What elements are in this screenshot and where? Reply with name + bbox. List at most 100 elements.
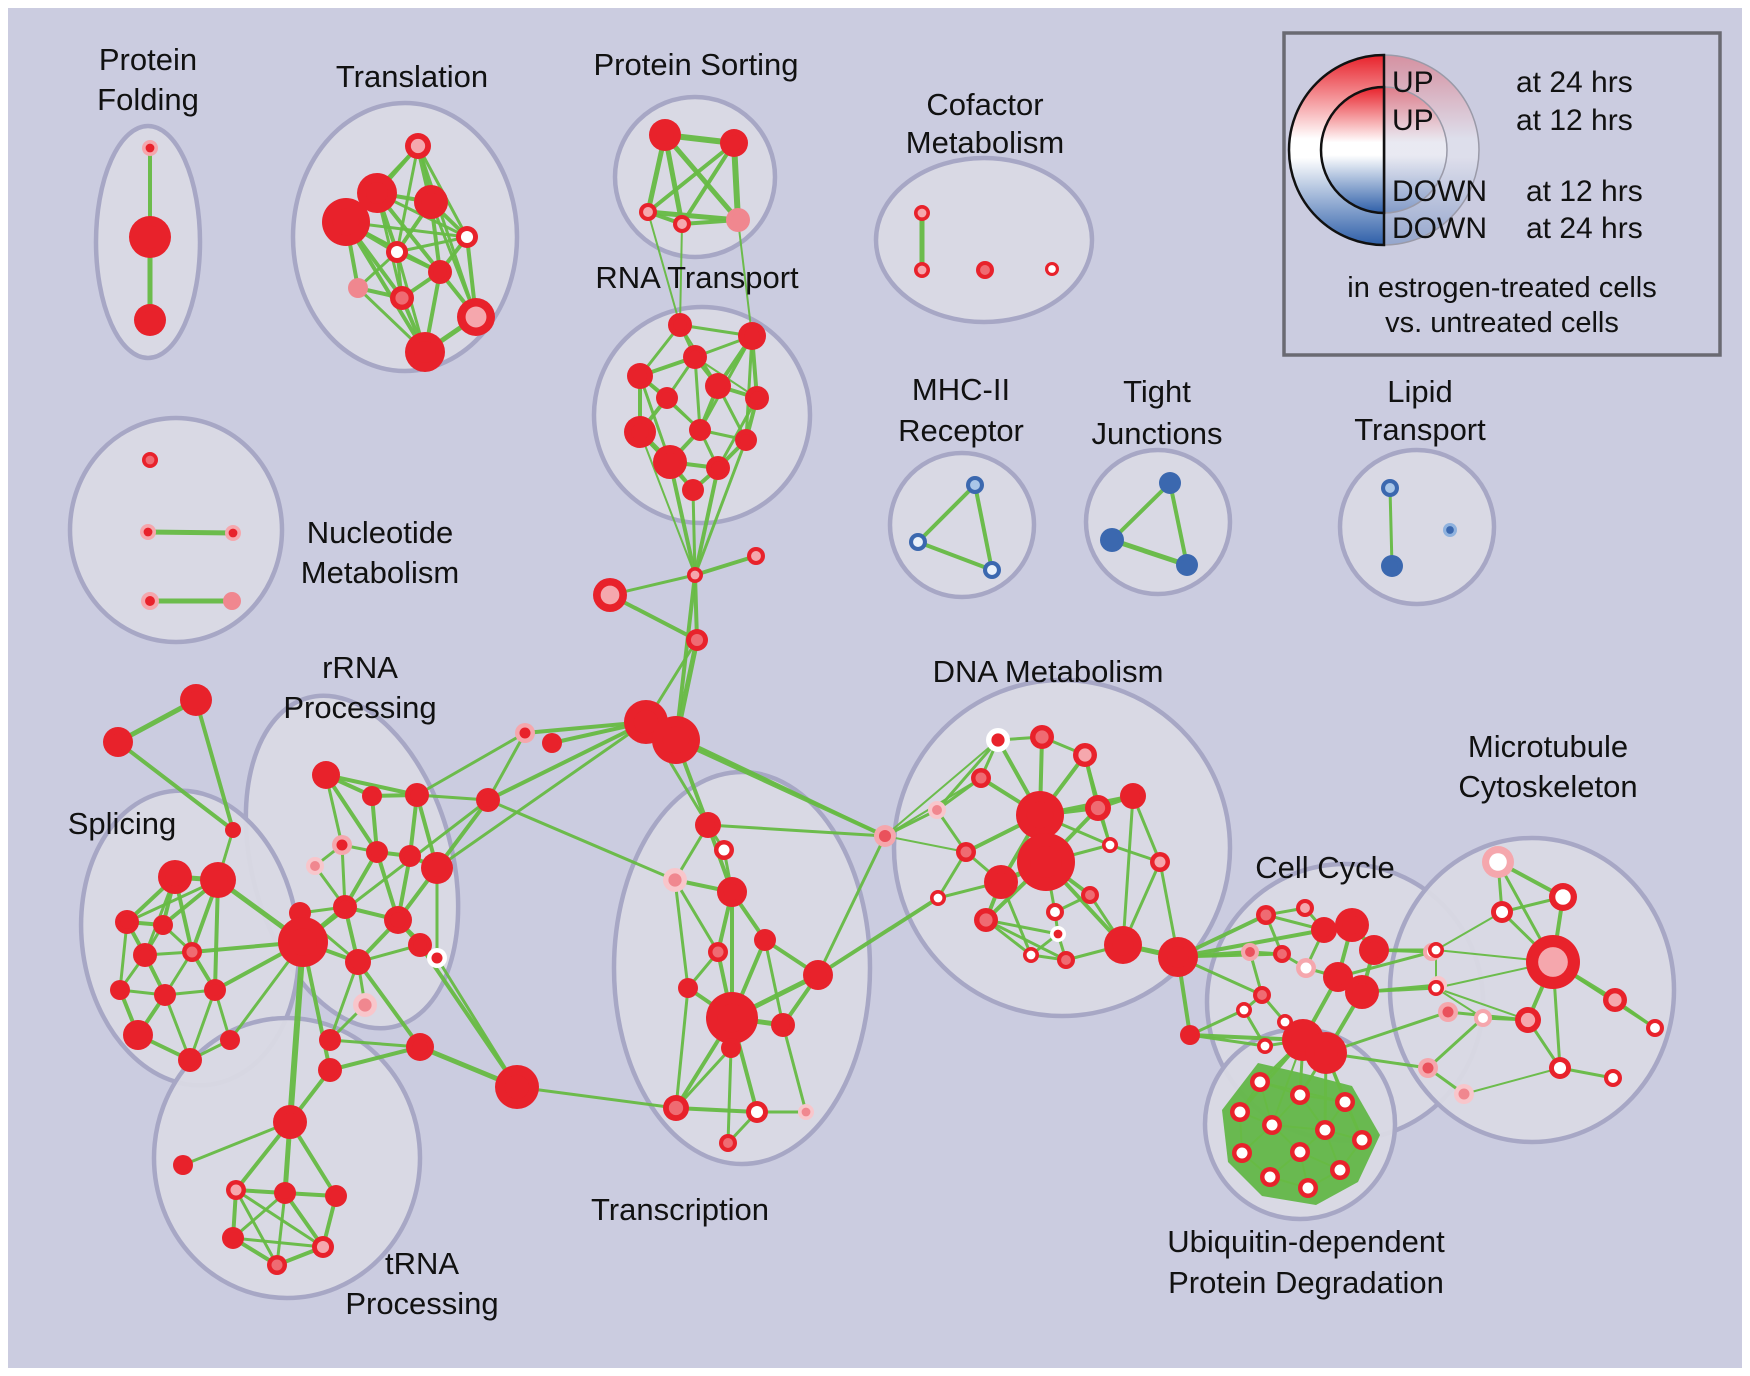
edge-P1-TX7	[816, 834, 887, 977]
edge-RT9-J1	[693, 438, 748, 577]
node-core-12h	[987, 565, 997, 575]
edge-TX4-TX9	[763, 938, 785, 1027]
cluster-label-trna-processing-line2: Processing	[345, 1286, 498, 1321]
cluster-label-lipid-transport-line2: Transport	[1354, 412, 1486, 447]
network-node-MT1	[1549, 883, 1577, 911]
node-core-12h	[1339, 1096, 1351, 1108]
node-core-12h	[991, 733, 1005, 747]
network-node-NM3	[141, 592, 159, 610]
cluster-label-ubiquitin-degradation-line2: Protein Degradation	[1168, 1265, 1444, 1300]
node-core-12h	[410, 138, 426, 154]
network-node-RR3	[332, 835, 352, 855]
network-node-N6	[312, 1236, 334, 1258]
node-core-12h	[186, 946, 198, 958]
node-core-12h	[1266, 1119, 1278, 1131]
network-node-CC9	[1345, 975, 1379, 1009]
node-core-12h	[1125, 788, 1141, 804]
node-core-12h	[183, 1053, 197, 1067]
network-node-UB8	[1232, 1143, 1252, 1163]
network-node-PS3	[673, 215, 691, 233]
network-node-DM13	[930, 890, 946, 906]
node-core-12h	[187, 691, 205, 709]
network-node-MT3	[1428, 942, 1444, 958]
network-node-SP6	[110, 980, 130, 1000]
node-core-12h	[1035, 730, 1049, 744]
network-node-SP10	[178, 1048, 202, 1072]
node-core-12h	[662, 726, 690, 754]
network-node-DM8	[1017, 833, 1075, 891]
node-core-12h	[1489, 853, 1507, 871]
edge-RT10-J1	[668, 460, 697, 577]
node-core-12h	[1245, 947, 1255, 957]
network-node-SP7	[154, 984, 176, 1006]
network-node-NM1	[140, 524, 156, 540]
network-node-DM14	[974, 908, 998, 932]
network-node-NM4	[223, 592, 241, 610]
network-node-LT1	[1381, 555, 1403, 577]
node-core-12h	[460, 230, 474, 244]
network-node-NM2	[225, 525, 241, 541]
node-core-12h	[138, 948, 152, 962]
network-node-CF0	[914, 205, 930, 221]
node-core-12h	[403, 849, 417, 863]
node-core-12h	[1608, 1073, 1618, 1083]
node-core-12h	[370, 845, 384, 859]
network-node-DM9	[956, 842, 976, 862]
network-node-TR7	[348, 278, 368, 298]
cluster-label-rrna-processing-line2: Processing	[283, 690, 436, 725]
cluster-boundary-lipid-transport	[1337, 447, 1497, 607]
network-node-TX8	[706, 992, 758, 1044]
network-node-MT6	[1603, 988, 1627, 1012]
node-core-12h	[723, 1138, 733, 1148]
edge-X2-RR2	[415, 731, 527, 797]
network-node-RT4	[705, 373, 731, 399]
node-core-12h	[633, 709, 659, 735]
node-core-12h	[686, 483, 700, 497]
node-core-12h	[673, 318, 687, 332]
cluster-label-dna-metabolism-line1: DNA Metabolism	[933, 654, 1164, 689]
legend-caption-line2: vs. untreated cells	[1385, 307, 1619, 339]
node-core-12h	[230, 1184, 242, 1196]
cluster-label-rna-transport-line1: RNA Transport	[595, 260, 799, 295]
legend-direction-2: UP	[1392, 104, 1434, 137]
network-node-TR6	[428, 260, 452, 284]
legend-direction-4: DOWN	[1392, 212, 1487, 245]
cluster-boundary-protein-sorting	[612, 94, 778, 260]
node-core-12h	[1280, 1017, 1290, 1027]
node-core-12h	[366, 790, 378, 802]
node-core-12h	[682, 982, 694, 994]
node-core-12h	[1302, 1182, 1314, 1194]
network-node-TR2	[322, 198, 370, 246]
node-core-12h	[1334, 1164, 1346, 1176]
node-core-12h	[271, 1259, 283, 1271]
network-node-SP3	[153, 915, 173, 935]
network-node-TX3	[717, 877, 747, 907]
node-core-12h	[1154, 856, 1166, 868]
network-node-RR9	[384, 906, 412, 934]
network-node-CCr4	[1418, 1058, 1438, 1078]
edge-TX6-TX11	[674, 986, 690, 1110]
node-core-12h	[660, 452, 680, 472]
node-core-12h	[932, 805, 942, 815]
network-node-RR14	[353, 993, 377, 1017]
network-node-N3	[274, 1182, 296, 1204]
network-node-CC0	[1256, 905, 1276, 925]
cluster-label-mhc-ii-receptor-line1: MHC-II	[912, 372, 1010, 407]
network-node-CC3	[1335, 908, 1369, 942]
network-node-TX11	[663, 1095, 689, 1121]
node-core-12h	[731, 213, 745, 227]
node-core-12h	[1319, 1124, 1331, 1136]
node-core-12h	[693, 423, 707, 437]
edge-TX7-DM13	[816, 896, 940, 977]
network-node-RT12	[682, 479, 704, 501]
network-node-RR7	[421, 852, 453, 884]
edge-H1-X1	[486, 720, 648, 802]
network-node-CC4	[1359, 935, 1389, 965]
network-node-TX1	[714, 840, 734, 860]
node-core-12h	[1026, 801, 1054, 829]
node-core-12h	[668, 873, 682, 887]
network-node-RR15	[319, 1029, 341, 1051]
edge-B2-RR13	[435, 956, 519, 1089]
network-node-DM15	[1081, 886, 1099, 904]
